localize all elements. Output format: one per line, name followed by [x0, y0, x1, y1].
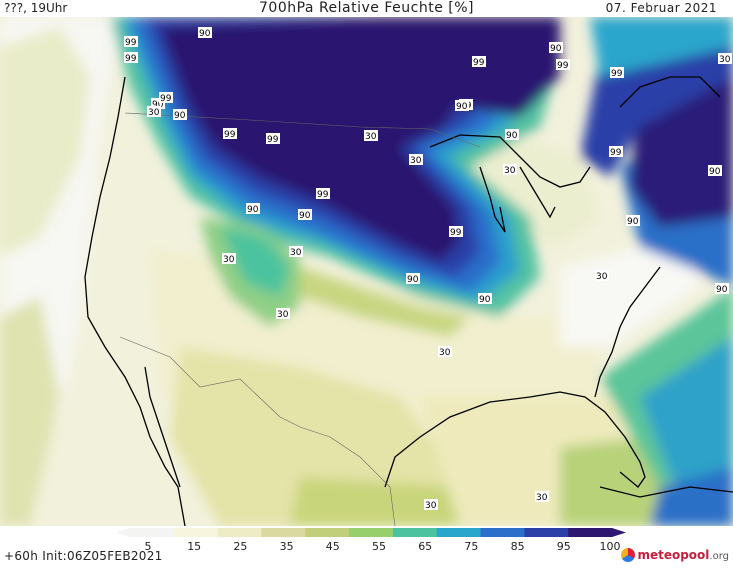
valid-date-label: 07. Februar 2021: [605, 1, 717, 15]
legend-swatch: [524, 528, 569, 537]
coastlines: [84, 76, 733, 526]
borders: [119, 112, 481, 526]
contour-label: 99: [610, 148, 622, 158]
contour-label: 90: [199, 29, 211, 39]
contour-label: 90: [299, 211, 311, 221]
contour-label: 30: [425, 501, 437, 511]
legend-swatch: [305, 528, 350, 537]
contour-label: 30: [596, 272, 608, 282]
contour-label: 90: [174, 111, 186, 121]
legend-swatch: [568, 528, 613, 537]
init-time-label: +60h Init:06Z05FEB2021: [4, 549, 163, 563]
contour-label: 90: [407, 275, 419, 285]
legend-tick-label: 65: [418, 540, 432, 553]
contour-label: 90: [152, 100, 164, 110]
humidity-map[interactable]: 99 90 90 99 30 30 90 99 99 90 99 30 99 9…: [0, 17, 733, 526]
contour-label: 99: [557, 61, 569, 71]
contour-label: 90: [550, 44, 562, 54]
legend-tick-label: 5: [145, 540, 152, 553]
legend-min-arrow: [116, 528, 130, 537]
contour-label: 90: [247, 205, 259, 215]
contour-label: 30: [365, 132, 377, 142]
legend-tick-label: 55: [372, 540, 386, 553]
contour-label: 30: [719, 55, 731, 65]
contour-label: 99: [317, 190, 329, 200]
contour-label: 90: [479, 295, 491, 305]
contour-label: 99: [267, 135, 279, 145]
legend-swatch: [173, 528, 219, 537]
legend-swatch: [261, 528, 306, 537]
map-title: 700hPa Relative Feuchte [%]: [259, 0, 474, 16]
legend-tick-label: 35: [280, 540, 294, 553]
legend-swatch: [217, 528, 262, 537]
legend-tick-label: 15: [187, 540, 201, 553]
contour-labels: 99 90 90 99 30 30 90 99 99 90 99 30 99 9…: [124, 27, 732, 511]
humidity-field: 99 90 90 99 30 30 90 99 99 90 99 30 99 9…: [0, 17, 733, 526]
contour-label: 99: [224, 130, 236, 140]
legend-swatch: [480, 528, 525, 537]
legend-swatch: [436, 528, 482, 537]
contour-label: 30: [504, 166, 516, 176]
contour-label: 90: [709, 167, 721, 177]
contour-label: 99: [450, 228, 462, 238]
contour-label: 90: [456, 102, 468, 112]
contour-label: 99: [160, 94, 172, 104]
meteopool-logo[interactable]: meteopool.org: [621, 546, 729, 564]
legend-bar: 5 15 25 35 45 55 65 75 85 95 100: [116, 528, 626, 553]
legend-tick-label: 85: [511, 540, 525, 553]
legend-swatch: [130, 528, 175, 537]
contour-label: 30: [410, 156, 422, 166]
legend-tick-label: 25: [233, 540, 247, 553]
legend-tick-label: 45: [326, 540, 340, 553]
contour-label: 99: [611, 69, 623, 79]
contour-label: 30: [439, 348, 451, 358]
contour-label: 30: [290, 248, 302, 258]
logo-tld: .org: [709, 551, 729, 562]
legend-tick-label: 95: [557, 540, 571, 553]
contour-label: 99: [125, 54, 137, 64]
color-legend: 5 15 25 35 45 55 65 75 85 95 100: [0, 526, 733, 566]
legend-swatch: [392, 528, 438, 537]
legend-tick-label: 75: [464, 540, 478, 553]
contour-label: 30: [148, 108, 160, 118]
contour-label: 90: [506, 131, 518, 141]
contour-label: 90: [627, 217, 639, 227]
map-header: ???, 19Uhr 700hPa Relative Feuchte [%] 0…: [0, 0, 733, 17]
logo-icon: [621, 548, 636, 562]
contour-label: 30: [223, 255, 235, 265]
contour-label: 30: [277, 310, 289, 320]
legend-max-arrow: [612, 528, 626, 537]
contour-label: 30: [536, 493, 548, 503]
contour-label: 99: [125, 38, 137, 48]
logo-name: meteopool: [637, 548, 710, 562]
contour-label: 90: [716, 285, 728, 295]
legend-swatch: [349, 528, 394, 537]
valid-time-label: ???, 19Uhr: [4, 1, 68, 15]
legend-tick-label: 100: [600, 540, 621, 553]
logo-text: meteopool.org: [637, 548, 729, 562]
contour-label: 99: [473, 58, 485, 68]
